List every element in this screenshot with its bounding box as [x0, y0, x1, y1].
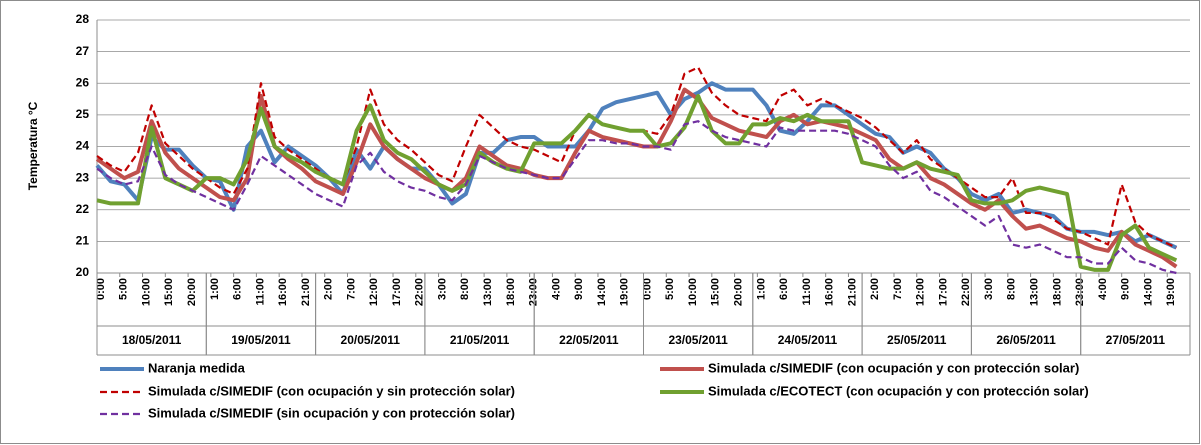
- x-tick-label: 9:00: [573, 278, 585, 300]
- x-tick-label: 8:00: [1006, 278, 1018, 300]
- y-tick-label: 28: [76, 12, 90, 26]
- x-tick-label: 21:00: [300, 278, 312, 306]
- x-tick-label: 6:00: [778, 278, 790, 300]
- y-tick-label: 25: [76, 107, 90, 121]
- y-tick-label: 26: [76, 75, 90, 89]
- x-tick-label: 5:00: [118, 278, 130, 300]
- x-tick-label: 10:00: [140, 278, 152, 306]
- legend-label: Simulada c/SIMEDIF (sin ocupación y con …: [148, 405, 515, 420]
- group-label: 18/05/2011: [122, 333, 182, 347]
- x-tick-label: 9:00: [1120, 278, 1132, 300]
- x-tick-label: 17:00: [937, 278, 949, 306]
- legend-label: Naranja medida: [148, 360, 246, 375]
- x-tick-label: 12:00: [915, 278, 927, 306]
- x-tick-label: 19:00: [619, 278, 631, 306]
- x-tick-label: 7:00: [892, 278, 904, 300]
- x-tick-label: 23:00: [1074, 278, 1086, 306]
- x-tick-label: 14:00: [596, 278, 608, 306]
- x-tick-label: 19:00: [1165, 278, 1177, 306]
- x-tick-label: 20:00: [732, 278, 744, 306]
- x-tick-label: 0:00: [641, 278, 653, 300]
- x-tick-label: 1:00: [209, 278, 221, 300]
- legend-label: Simulada c/SIMEDIF (con ocupación y con …: [708, 360, 1079, 375]
- x-tick-label: 3:00: [436, 278, 448, 300]
- group-label: 21/05/2011: [450, 333, 510, 347]
- group-label: 27/05/2011: [1106, 333, 1166, 347]
- x-tick-label: 16:00: [824, 278, 836, 306]
- x-tick-label: 18:00: [1051, 278, 1063, 306]
- x-tick-label: 11:00: [254, 278, 266, 306]
- y-axis-title: Temperatura °C: [26, 101, 40, 190]
- x-tick-label: 21:00: [846, 278, 858, 306]
- x-tick-label: 11:00: [801, 278, 813, 306]
- group-label: 26/05/2011: [996, 333, 1056, 347]
- x-tick-label: 15:00: [163, 278, 175, 306]
- x-tick-label: 3:00: [983, 278, 995, 300]
- x-tick-label: 18:00: [505, 278, 517, 306]
- x-tick-label: 17:00: [391, 278, 403, 306]
- y-tick-label: 27: [76, 44, 90, 58]
- x-tick-label: 16:00: [277, 278, 289, 306]
- x-tick-label: 22:00: [960, 278, 972, 306]
- series-line: [96, 120, 1177, 275]
- y-tick-label: 23: [76, 170, 90, 184]
- legend-label: Simulada c/ECOTECT (con ocupación y con …: [708, 383, 1089, 398]
- x-tick-label: 23:00: [528, 278, 540, 306]
- x-tick-label: 5:00: [664, 278, 676, 300]
- group-label: 23/05/2011: [668, 333, 728, 347]
- x-tick-label: 1:00: [755, 278, 767, 300]
- x-tick-label: 4:00: [550, 278, 562, 300]
- y-tick-label: 22: [76, 202, 90, 216]
- x-tick-label: 12:00: [368, 278, 380, 306]
- y-tick-label: 21: [76, 234, 90, 248]
- x-tick-label: 8:00: [459, 278, 471, 300]
- group-label: 20/05/2011: [341, 333, 401, 347]
- x-tick-label: 0:00: [95, 278, 107, 300]
- y-tick-label: 24: [76, 139, 90, 153]
- x-tick-label: 13:00: [482, 278, 494, 306]
- series-line: [96, 93, 1178, 272]
- group-label: 19/05/2011: [231, 333, 291, 347]
- series-line: [95, 81, 1178, 250]
- x-tick-label: 2:00: [869, 278, 881, 300]
- group-label: 22/05/2011: [559, 333, 619, 347]
- legend-label: Simulada c/SIMEDIF (con ocupación y sin …: [148, 383, 515, 398]
- x-tick-label: 4:00: [1097, 278, 1109, 300]
- group-label: 24/05/2011: [778, 333, 838, 347]
- y-tick-label: 20: [76, 265, 90, 279]
- x-tick-label: 7:00: [345, 278, 357, 300]
- x-tick-label: 6:00: [232, 278, 244, 300]
- x-tick-label: 13:00: [1029, 278, 1041, 306]
- x-tick-label: 10:00: [687, 278, 699, 306]
- x-tick-label: 14:00: [1142, 278, 1154, 306]
- x-tick-label: 2:00: [323, 278, 335, 300]
- x-tick-label: 22:00: [414, 278, 426, 306]
- group-label: 25/05/2011: [887, 333, 947, 347]
- x-tick-label: 20:00: [186, 278, 198, 306]
- x-tick-label: 15:00: [710, 278, 722, 306]
